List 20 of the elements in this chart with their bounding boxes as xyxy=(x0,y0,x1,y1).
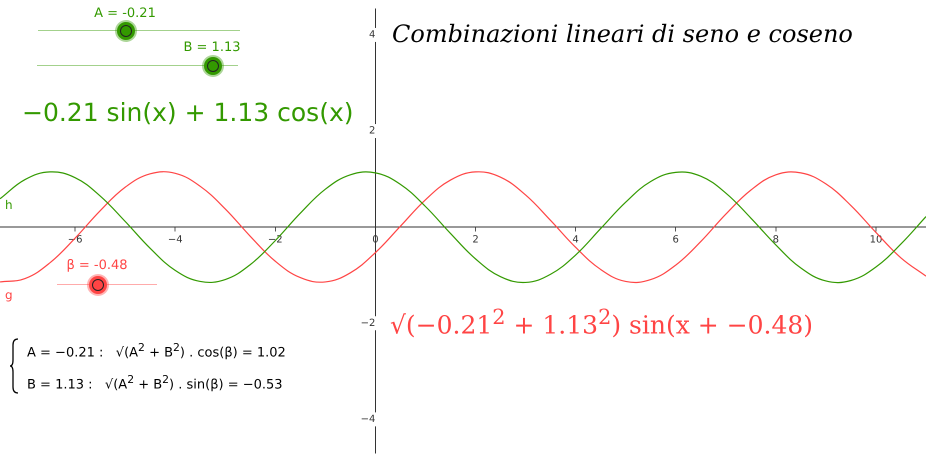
x-tick-label: −4 xyxy=(168,234,183,246)
x-tick-label: 2 xyxy=(472,234,479,246)
annotation: √(−0.21$^{2}$ + 1.13$^{2}$) sin(x + −0.48) xyxy=(390,305,814,340)
y-tick-label: 4 xyxy=(369,30,376,41)
annotation: A = -0.21 xyxy=(94,6,156,21)
annotation: B = 1.13 xyxy=(183,40,241,55)
y-tick-label: −2 xyxy=(360,318,376,329)
series-label: h xyxy=(5,198,13,212)
annotation: −0.21 sin(x) + 1.13 cos(x) xyxy=(22,98,354,127)
y-tick-label: 2 xyxy=(369,126,376,137)
line-series xyxy=(0,171,926,284)
y-tick-label: −4 xyxy=(360,414,376,425)
annotation: B = 1.13 : √(A$^{2}$ + B$^{2}$) . sin(β) = −0.53 xyxy=(27,373,283,392)
annotation: β = -0.48 xyxy=(66,258,128,273)
annotation: A = −0.21 : √(A$^{2}$ + B$^{2}$) . cos(β) = 1.02 xyxy=(27,341,286,360)
x-tick-label: 4 xyxy=(572,234,579,246)
x-tick-label: 6 xyxy=(672,234,679,246)
text: Combinazioni lineari di seno e coseno xyxy=(392,20,853,48)
x-tick-label: 8 xyxy=(772,234,780,246)
series-label: g xyxy=(5,288,13,302)
